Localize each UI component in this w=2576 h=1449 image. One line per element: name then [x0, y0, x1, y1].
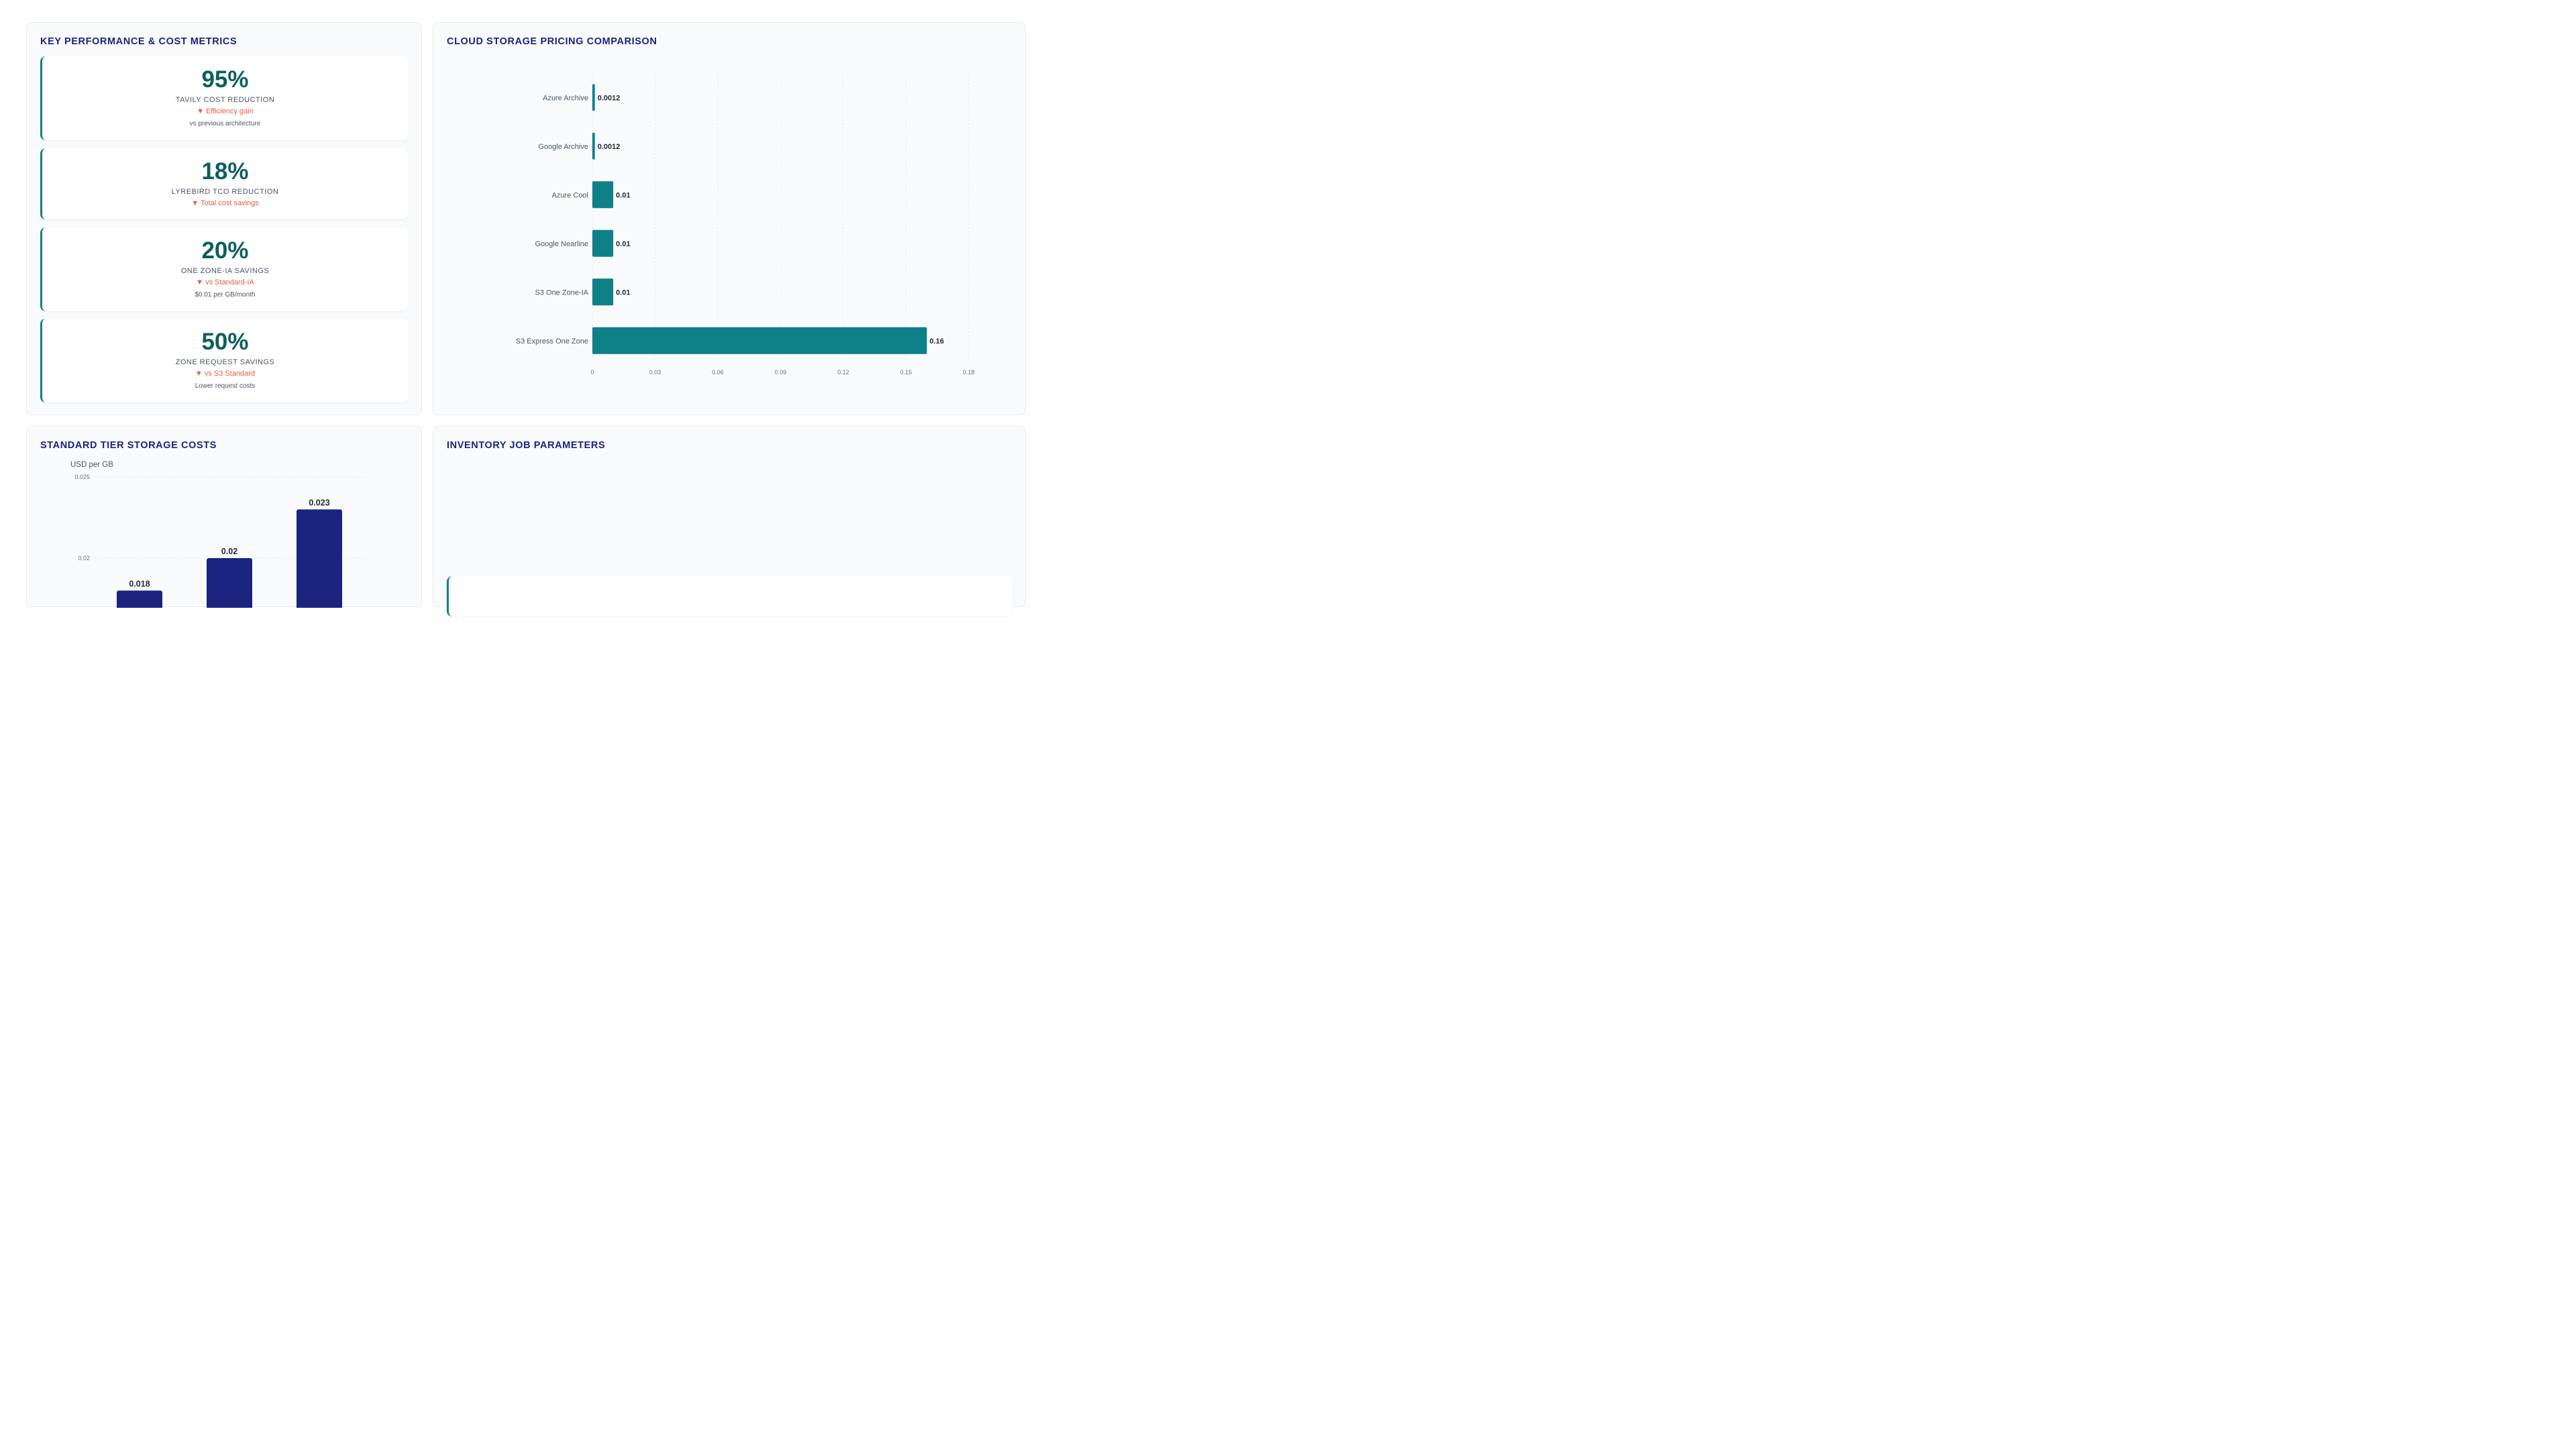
category-label: Google Archive — [538, 143, 588, 151]
data-label: 0.0012 — [598, 143, 621, 151]
category-label: Azure Archive — [543, 94, 588, 102]
bar — [117, 590, 162, 608]
category-label: Google Nearline — [535, 240, 589, 248]
category-label: Azure Cool — [552, 191, 588, 199]
bar — [207, 558, 252, 608]
data-label: 0.02 — [221, 547, 237, 556]
kpi-label: LYREBIRD TCO REDUCTION — [171, 188, 279, 196]
bar — [592, 229, 614, 257]
y-tick-label: 0.02 — [78, 555, 90, 561]
inventory-panel-title: INVENTORY JOB PARAMETERS — [447, 440, 606, 451]
kpi-note: $0.01 per GB/month — [195, 291, 256, 299]
standard-tier-panel: STANDARD TIER STORAGE COSTS USD per GB 0.… — [26, 426, 422, 608]
data-label: 0.01 — [616, 240, 630, 248]
data-label: 0.0012 — [598, 94, 621, 102]
kpi-panel: KEY PERFORMANCE & COST METRICS 95% TAVIL… — [26, 22, 422, 415]
kpi-label: TAVILY COST REDUCTION — [175, 96, 275, 104]
bar — [592, 84, 595, 111]
kpi-note: Lower request costs — [195, 382, 256, 390]
pricing-chart: 0 0.03 0.06 0.09 0.12 0.15 0.18 Azure Archive 0.… — [516, 73, 975, 376]
kpi-delta: ▼ Total cost savings — [191, 199, 259, 207]
kpi-panel-title: KEY PERFORMANCE & COST METRICS — [40, 36, 237, 47]
data-label: 0.01 — [616, 191, 630, 199]
y-axis-label: USD per GB — [70, 461, 113, 469]
kpi-card-one-zone: 20% ONE ZONE-IA SAVINGS ▼ vs Standard-IA… — [40, 227, 408, 311]
pricing-panel-title: CLOUD STORAGE PRICING COMPARISON — [447, 36, 657, 47]
inventory-panel: INVENTORY JOB PARAMETERS — [433, 426, 1026, 616]
bar — [592, 327, 927, 354]
kpi-value: 20% — [201, 237, 249, 264]
kpi-delta: ▼ Efficiency gain — [197, 107, 254, 115]
kpi-card-lyrebird: 18% LYREBIRD TCO REDUCTION ▼ Total cost … — [40, 148, 408, 219]
kpi-value: 18% — [201, 158, 249, 184]
data-label: 0.01 — [616, 288, 630, 297]
bar — [297, 509, 342, 608]
kpi-label: ONE ZONE-IA SAVINGS — [180, 267, 270, 275]
bar — [592, 278, 614, 306]
standard-tier-chart: USD per GB 0.02 0.025 0.018 0.02 0.023 — [70, 461, 366, 608]
x-tick-label: 0 — [590, 369, 594, 376]
x-tick-label: 0.15 — [900, 369, 912, 376]
data-label: 0.018 — [129, 579, 150, 588]
x-tick-label: 0.12 — [837, 369, 849, 376]
x-tick-label: 0.06 — [712, 369, 724, 376]
data-label: 0.16 — [930, 337, 944, 345]
x-tick-label: 0.09 — [775, 369, 787, 376]
category-label: S3 Express One Zone — [516, 337, 588, 345]
kpi-delta: ▼ vs Standard-IA — [196, 278, 254, 286]
data-label: 0.023 — [309, 498, 329, 507]
bar — [592, 181, 614, 209]
pricing-panel: CLOUD STORAGE PRICING COMPARISON 0 0.03 0.… — [433, 22, 1026, 415]
kpi-value: 50% — [201, 329, 249, 355]
inventory-card — [447, 576, 1012, 616]
kpi-card-tavily: 95% TAVILY COST REDUCTION ▼ Efficiency g… — [40, 56, 408, 140]
bar — [592, 132, 595, 160]
kpi-card-zone-request: 50% ZONE REQUEST SAVINGS ▼ vs S3 Standar… — [40, 319, 408, 402]
category-label: S3 One Zone-IA — [535, 288, 589, 297]
x-tick-label: 0.03 — [649, 369, 661, 376]
kpi-value: 95% — [201, 66, 249, 93]
x-tick-label: 0.18 — [963, 369, 975, 376]
kpi-delta: ▼ vs S3 Standard — [195, 370, 256, 378]
y-tick-label: 0.025 — [74, 474, 90, 480]
kpi-label: ZONE REQUEST SAVINGS — [175, 358, 275, 366]
kpi-note: vs previous architecture — [189, 120, 261, 127]
standard-tier-title: STANDARD TIER STORAGE COSTS — [40, 440, 217, 451]
